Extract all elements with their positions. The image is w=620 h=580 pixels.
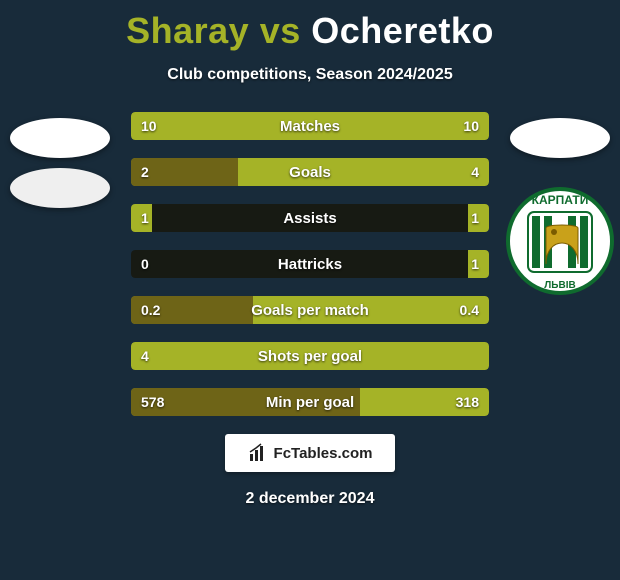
stat-row: Assists1 1 — [131, 204, 489, 232]
stat-left-value: 0.2 — [131, 296, 170, 324]
stat-label: Goals — [131, 158, 489, 186]
stat-label: Matches — [131, 112, 489, 140]
player2-club-badge-karpaty: КАРПАТИ ЛЬВІВ — [506, 176, 614, 306]
comparison-title: Sharay vs Ocheretko — [0, 0, 620, 52]
date-text: 2 december 2024 — [0, 490, 620, 508]
player1-name: Sharay — [126, 10, 249, 51]
stat-right-value: 318 — [446, 388, 489, 416]
stat-label: Shots per goal — [131, 342, 489, 370]
stat-left-value: 0 — [131, 250, 159, 278]
stat-bars-container: Matches1010Goals24Assists11Hattricks01Go… — [131, 112, 489, 416]
karpaty-bottom-text: ЛЬВІВ — [544, 280, 575, 291]
stat-left-value: 4 — [131, 342, 159, 370]
stat-left-value: 578 — [131, 388, 174, 416]
player2-name: Ocheretko — [311, 10, 494, 51]
stat-label: Min per goal — [131, 388, 489, 416]
stat-right-value: 10 — [453, 112, 489, 140]
stat-row: Min per goal578 318 — [131, 388, 489, 416]
stat-left-value: 1 — [131, 204, 159, 232]
subtitle: Club competitions, Season 2024/2025 — [0, 66, 620, 84]
stat-label: Hattricks — [131, 250, 489, 278]
player1-club-badge — [10, 168, 110, 208]
stat-right-value: 1 — [461, 204, 489, 232]
stat-label: Goals per match — [131, 296, 489, 324]
karpaty-top-text: КАРПАТИ — [532, 193, 589, 207]
footer-brand: FcTables.com — [274, 445, 373, 462]
player1-avatar — [10, 118, 110, 158]
stat-row: Goals2 4 — [131, 158, 489, 186]
stat-right-value: 0.4 — [450, 296, 489, 324]
chart-icon — [248, 443, 268, 463]
stat-right-value: 4 — [461, 158, 489, 186]
stat-left-value: 10 — [131, 112, 167, 140]
player2-avatar — [510, 118, 610, 158]
stat-row: Matches10 10 — [131, 112, 489, 140]
stat-label: Assists — [131, 204, 489, 232]
stat-row: Goals per match0.2 0.4 — [131, 296, 489, 324]
stat-row: Shots per goal4 — [131, 342, 489, 370]
stat-right-value: 1 — [461, 250, 489, 278]
stat-row: Hattricks0 1 — [131, 250, 489, 278]
vs-text: vs — [260, 10, 301, 51]
stat-left-value: 2 — [131, 158, 159, 186]
fctables-logo[interactable]: FcTables.com — [225, 434, 395, 472]
